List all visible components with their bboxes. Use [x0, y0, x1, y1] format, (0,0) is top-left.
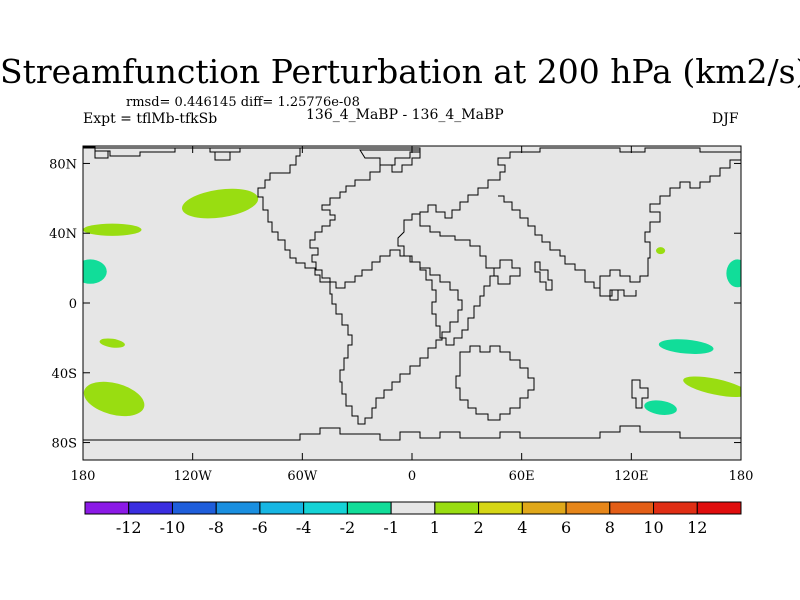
colorbar-box	[346, 501, 392, 515]
colorbar-box	[215, 501, 261, 515]
southeast-asia-coastline	[599, 288, 637, 301]
colorbar-label: 1	[430, 518, 440, 537]
experiment-label: Expt = tflMb-tfkSb	[83, 111, 218, 127]
colorbar-box	[521, 501, 567, 515]
colorbar-box	[696, 501, 742, 515]
colorbar-box	[565, 501, 611, 515]
east-asia-small-positive-anomaly	[656, 247, 666, 255]
equatorial-pacific-east-negative-anomaly	[726, 259, 741, 288]
y-tick-label: 80N	[49, 157, 77, 172]
colorbar-label: -1	[383, 518, 399, 537]
antarctica-coastline	[83, 425, 741, 441]
colorbar-box	[478, 501, 523, 515]
x-tick-label: 0	[408, 469, 416, 484]
equatorial-pacific-west-negative-anomaly	[83, 259, 107, 284]
australia-coastline	[455, 345, 535, 421]
y-tick-label: 40S	[52, 367, 77, 382]
y-tick-label: 80S	[52, 437, 77, 452]
colorbar-label: 10	[643, 518, 663, 537]
colorbar-label: 8	[605, 518, 615, 537]
north-pacific-west-positive-anomaly	[83, 223, 142, 236]
x-tick-label: 180	[71, 469, 96, 484]
north-america-west-positive-anomaly	[182, 188, 259, 219]
colorbar-label: -6	[252, 518, 268, 537]
colorbar-label: -4	[296, 518, 312, 537]
y-tick-label: 0	[69, 297, 77, 312]
x-tick-label: 120E	[614, 469, 648, 484]
map-background	[83, 146, 741, 460]
x-tick-label: 180	[729, 469, 754, 484]
colorbar-label: -10	[160, 518, 186, 537]
x-tick-label: 60W	[287, 469, 318, 484]
coastlines	[83, 146, 741, 441]
colorbar-label: -2	[340, 518, 356, 537]
india-coastline	[534, 261, 553, 291]
colorbar-box	[171, 501, 217, 515]
south-indian-ocean-negative-anomaly	[658, 339, 714, 354]
colorbar-label: 2	[474, 518, 484, 537]
south-america-coastline	[329, 249, 463, 425]
colorbar-box	[609, 501, 655, 515]
greenland-coastline	[359, 149, 421, 173]
y-tick-label: 40N	[49, 227, 77, 242]
colorbar-label: -8	[208, 518, 224, 537]
stats-line: rmsd= 0.446145 diff= 1.25776e-08	[126, 95, 360, 110]
anomaly-layer	[83, 188, 741, 417]
subtitle: 136_4_MaBP - 136_4_MaBP	[306, 107, 504, 123]
colorbar-box	[434, 501, 480, 515]
axis-layer: 180 120W 60W 0 60E 120E 180 80N 40N 0 40S 80S	[49, 146, 753, 484]
europe-coastline	[419, 147, 741, 226]
colorbar: -12 -10 -8 -6 -4 -2 -1 1 2 4 6 8 10 12	[84, 501, 742, 537]
arabia-coastline	[486, 259, 521, 285]
north-america-coastline	[83, 146, 421, 283]
colorbar-label: 6	[561, 518, 571, 537]
south-pacific-east-positive-anomaly	[683, 376, 741, 398]
colorbar-label: -12	[116, 518, 142, 537]
plot-title: Streamfunction Perturbation at 200 hPa (…	[0, 52, 800, 91]
colorbar-label: 12	[687, 518, 707, 537]
colorbar-box	[259, 501, 305, 515]
season-label: DJF	[712, 111, 739, 127]
x-tick-label: 120W	[174, 469, 213, 484]
x-tick-label: 60E	[509, 469, 535, 484]
colorbar-box	[653, 501, 698, 515]
south-pacific-subtropical-positive-anomaly	[99, 338, 125, 348]
new-zealand-coastline	[631, 379, 649, 409]
colorbar-box	[303, 501, 348, 515]
southern-ocean-negative-anomaly	[644, 400, 677, 415]
south-pacific-midlat-positive-anomaly	[83, 381, 145, 417]
colorbar-box	[128, 501, 173, 515]
canada-islands-coastline	[94, 151, 231, 161]
colorbar-label: 4	[517, 518, 527, 537]
colorbar-box	[84, 501, 130, 515]
africa-coastline	[397, 213, 495, 346]
colorbar-box	[390, 501, 436, 515]
eurasia-coastline	[498, 152, 741, 289]
